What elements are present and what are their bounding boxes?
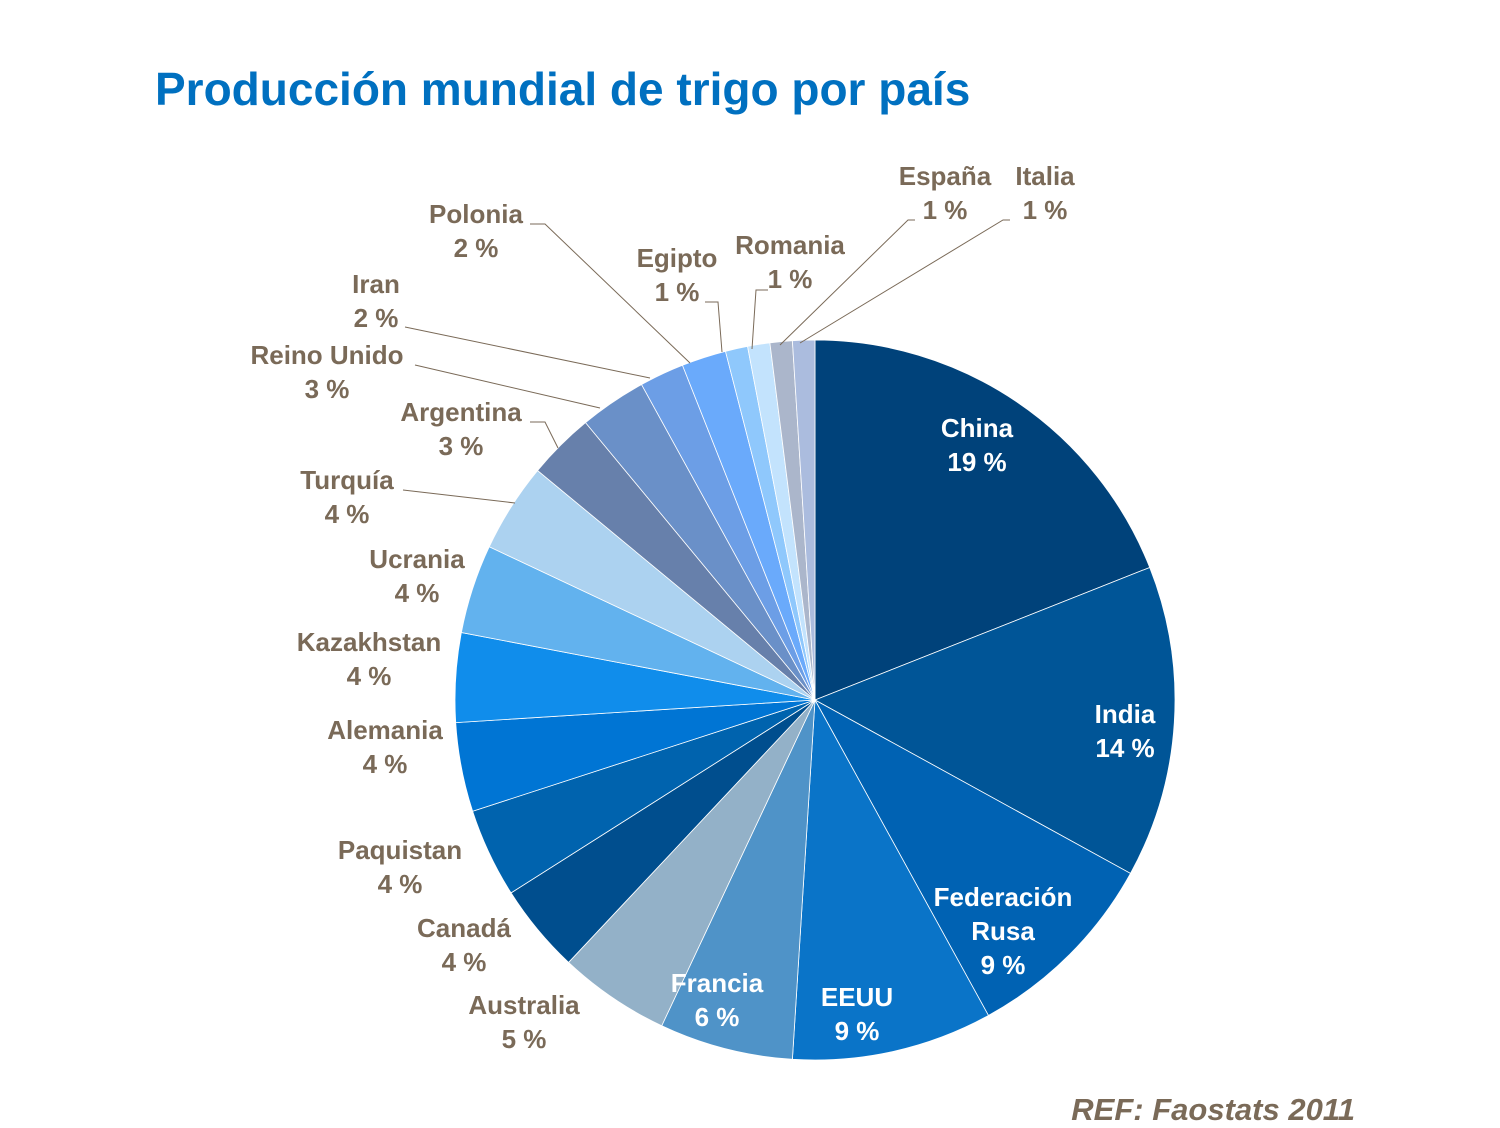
data-label-argentina: Argentina 3 % [400, 397, 522, 461]
data-label-canada: Canadá 4 % [417, 913, 511, 977]
pie-slice-federacion-rusa [813, 698, 1132, 1017]
chart-title: Producción mundial de trigo por país [155, 63, 971, 115]
leader-line-turquia [402, 489, 516, 504]
pie-slice-india [814, 566, 1176, 874]
data-label-francia: Francia 6 % [671, 968, 764, 1032]
data-label-federacion-rusa: Federación Rusa 9 % [934, 882, 1073, 980]
data-label-australia: Australia 5 % [468, 990, 580, 1054]
pie-slice-china [814, 339, 1151, 701]
leader-line-polonia [530, 223, 691, 364]
source-note: REF: Faostats 2011 [1071, 1092, 1355, 1127]
data-label-iran: Iran 2 % [352, 269, 400, 333]
data-label-ucrania: Ucrania 4 % [369, 544, 465, 608]
data-label-romania: Romania 1 % [735, 230, 845, 294]
pie-slice-italia [791, 339, 816, 701]
data-label-polonia: Polonia 2 % [429, 199, 523, 263]
leader-line-espana [779, 219, 915, 346]
data-label-turquia: Turquía 4 % [300, 465, 394, 529]
data-label-egipto: Egipto 1 % [637, 243, 718, 307]
data-label-reino-unido: Reino Unido 3 % [250, 340, 403, 404]
data-label-kazakhstan: Kazakhstan 4 % [297, 627, 442, 691]
data-label-china: China 19 % [941, 413, 1014, 477]
leader-line-argentina [530, 421, 559, 449]
leader-line-iran [404, 326, 651, 379]
leader-line-italia [799, 219, 1010, 344]
data-label-eeuu: EEUU 9 % [821, 982, 893, 1046]
leader-line-reino-unido [414, 364, 601, 409]
data-label-paquistan: Paquistan 4 % [338, 835, 462, 899]
data-label-india: India 14 % [1095, 699, 1156, 763]
data-label-espana: España 1 % [899, 161, 992, 225]
pie-slice-francia [661, 699, 816, 1060]
leader-line-egipto [705, 301, 723, 353]
data-label-alemania: Alemania 4 % [327, 715, 443, 779]
pie-slice-eeuu [791, 698, 989, 1061]
data-label-italia: Italia 1 % [1015, 161, 1075, 225]
leader-line-romania [751, 289, 768, 350]
